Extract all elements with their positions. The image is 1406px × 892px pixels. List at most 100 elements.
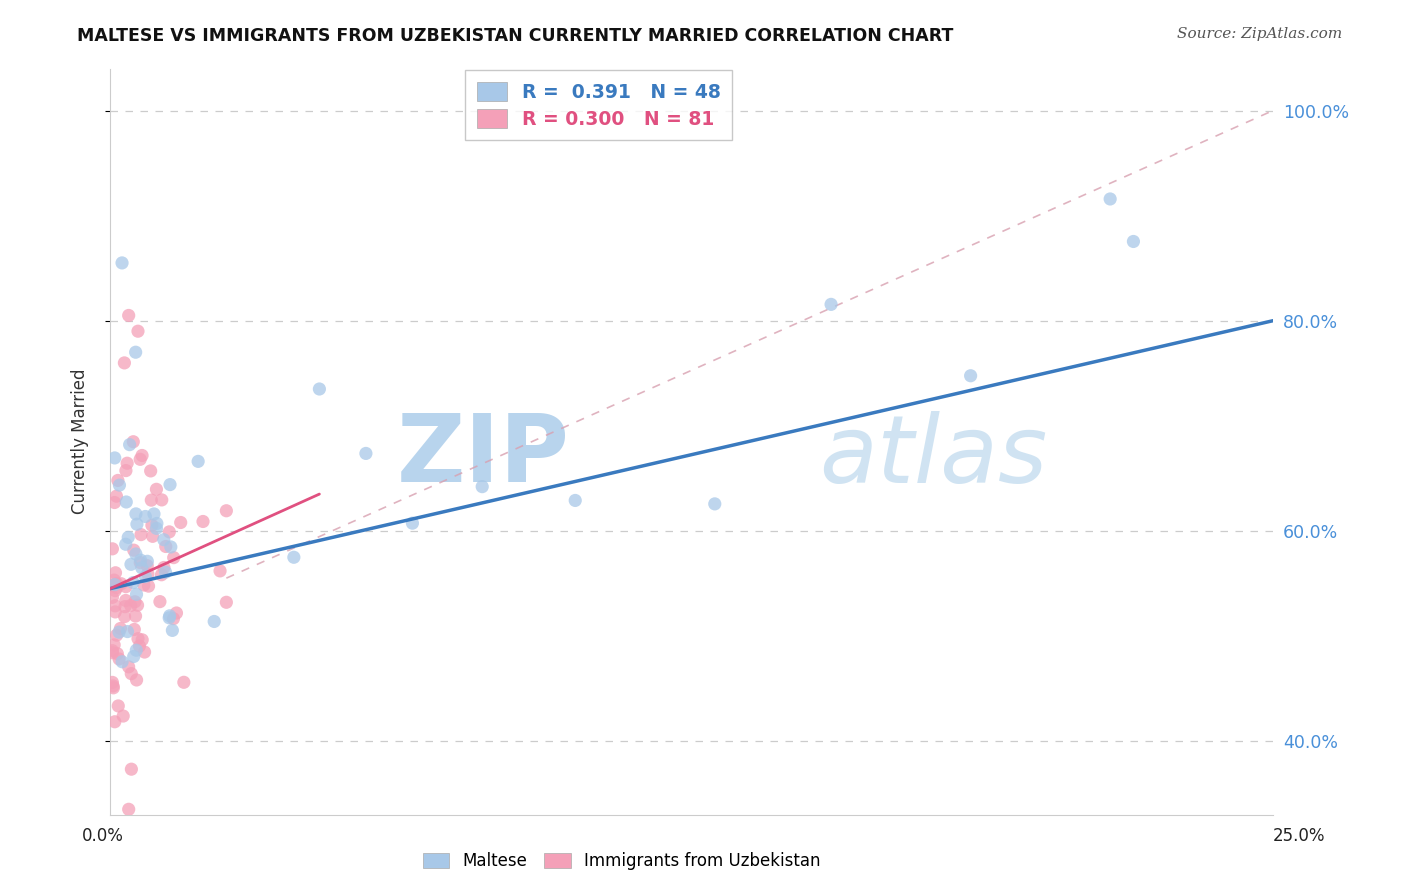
- Point: [114, 537, 136, 551]
- Text: Source: ZipAtlas.com: Source: ZipAtlas.com: [1177, 27, 1343, 41]
- Point: [117, 624, 139, 639]
- Point: [103, 573, 125, 587]
- Point: [308, 382, 330, 396]
- Point: [820, 297, 842, 311]
- Point: [564, 493, 586, 508]
- Point: [120, 558, 142, 572]
- Point: [146, 516, 169, 531]
- Point: [155, 565, 177, 579]
- Point: [101, 679, 124, 693]
- Point: [105, 647, 128, 661]
- Point: [122, 649, 145, 664]
- Point: [153, 560, 176, 574]
- Point: [101, 541, 124, 556]
- Point: [283, 550, 305, 565]
- Point: [124, 609, 146, 624]
- Point: [125, 643, 148, 657]
- Point: [101, 646, 124, 660]
- Point: [209, 564, 232, 578]
- Point: [471, 480, 494, 494]
- Point: [124, 595, 146, 609]
- Point: [112, 709, 135, 723]
- Point: [215, 595, 238, 609]
- Point: [101, 675, 124, 690]
- Point: [145, 521, 167, 535]
- Point: [134, 509, 156, 524]
- Point: [141, 518, 163, 533]
- Point: [145, 483, 167, 497]
- Point: [173, 675, 195, 690]
- Point: [110, 576, 132, 591]
- Point: [101, 591, 124, 605]
- Text: 25.0%: 25.0%: [1272, 827, 1326, 845]
- Point: [170, 516, 193, 530]
- Point: [122, 543, 145, 558]
- Text: atlas: atlas: [820, 411, 1047, 502]
- Point: [187, 454, 209, 468]
- Point: [112, 356, 135, 370]
- Point: [127, 632, 149, 646]
- Point: [115, 464, 138, 478]
- Point: [136, 554, 159, 568]
- Point: [120, 599, 142, 613]
- Y-axis label: Currently Married: Currently Married: [72, 368, 89, 515]
- Point: [104, 583, 127, 598]
- Point: [105, 581, 128, 595]
- Point: [120, 666, 142, 681]
- Point: [131, 632, 153, 647]
- Point: [104, 605, 127, 619]
- Point: [114, 609, 136, 624]
- Point: [101, 579, 124, 593]
- Point: [159, 608, 181, 623]
- Point: [149, 594, 172, 608]
- Point: [152, 533, 174, 547]
- Point: [127, 598, 149, 612]
- Point: [125, 507, 148, 521]
- Point: [107, 474, 129, 488]
- Point: [117, 660, 139, 674]
- Point: [159, 540, 181, 554]
- Point: [959, 368, 981, 383]
- Point: [142, 529, 165, 543]
- Point: [114, 599, 136, 614]
- Point: [122, 434, 145, 449]
- Point: [150, 567, 173, 582]
- Point: [115, 456, 138, 470]
- Point: [129, 556, 152, 570]
- Point: [125, 673, 148, 687]
- Point: [104, 599, 127, 613]
- Point: [108, 625, 131, 640]
- Point: [162, 624, 184, 638]
- Point: [202, 615, 225, 629]
- Text: 0.0%: 0.0%: [82, 827, 124, 845]
- Point: [157, 611, 180, 625]
- Point: [104, 450, 127, 465]
- Point: [118, 437, 141, 451]
- Point: [111, 256, 134, 270]
- Point: [125, 587, 148, 601]
- Point: [157, 524, 180, 539]
- Point: [401, 516, 423, 531]
- Point: [115, 580, 138, 594]
- Point: [150, 492, 173, 507]
- Point: [143, 507, 166, 521]
- Point: [120, 762, 142, 776]
- Point: [108, 652, 131, 666]
- Point: [111, 655, 134, 669]
- Point: [129, 527, 152, 541]
- Point: [128, 639, 150, 653]
- Point: [136, 566, 159, 581]
- Point: [131, 449, 153, 463]
- Point: [103, 495, 125, 509]
- Point: [215, 504, 238, 518]
- Point: [101, 643, 124, 657]
- Point: [104, 577, 127, 591]
- Point: [136, 558, 159, 573]
- Point: [354, 446, 377, 460]
- Point: [129, 452, 152, 467]
- Point: [114, 593, 136, 607]
- Text: MALTESE VS IMMIGRANTS FROM UZBEKISTAN CURRENTLY MARRIED CORRELATION CHART: MALTESE VS IMMIGRANTS FROM UZBEKISTAN CU…: [77, 27, 953, 45]
- Point: [104, 566, 127, 580]
- Point: [191, 515, 214, 529]
- Point: [134, 645, 156, 659]
